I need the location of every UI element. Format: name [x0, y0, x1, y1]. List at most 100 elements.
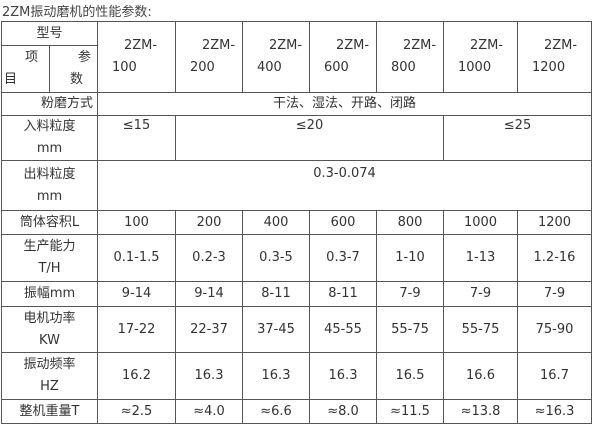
label-line: HZ [40, 379, 59, 394]
cell: ≤15 [97, 115, 176, 161]
cell: 7-9 [376, 281, 444, 307]
cell: ≈13.8 [443, 399, 518, 424]
table-row: 生产能力 T/H 0.1-1.5 0.2-3 0.3-5 0.3-7 1-10 1-13 1.2… [1, 234, 592, 282]
model-line: 2ZM- [269, 38, 303, 53]
model-line: 2ZM- [336, 38, 370, 53]
label-line: mm [36, 141, 63, 156]
cell: ≤25 [443, 115, 592, 161]
cell: 8-11 [242, 281, 310, 307]
label-line: KW [39, 332, 60, 348]
cell: ≈2.5 [97, 399, 176, 424]
cell: 0.1-1.5 [97, 234, 176, 282]
cell: 55-75 [376, 306, 444, 353]
model-header: 2ZM- 600 [309, 21, 377, 93]
cell: 0.3-7 [309, 234, 377, 282]
cell: ≈11.5 [376, 399, 444, 424]
cell: 1200 [517, 210, 592, 235]
cell: 800 [376, 210, 444, 235]
row-label: 整机重量T [1, 399, 98, 424]
label-line: 电机功率 [23, 310, 76, 326]
cell: ≈16.3 [517, 399, 592, 424]
model-header: 2ZM- 100 [97, 21, 176, 93]
cell: 600 [309, 210, 377, 235]
corner-text: 项 [24, 50, 38, 65]
cell: 100 [97, 210, 176, 235]
model-line: 600 [324, 60, 349, 75]
label-line: T/H [38, 261, 61, 276]
cell: 0.3-5 [242, 234, 310, 282]
label-line: 振动频率 [23, 357, 76, 372]
label-line: 生产能力 [23, 239, 76, 254]
cell: 1.2-16 [517, 234, 592, 282]
cell: 17-22 [97, 306, 176, 353]
cell: 16.3 [309, 352, 377, 400]
corner-text: 参 [77, 50, 91, 65]
cell: ≈4.0 [175, 399, 243, 424]
cell: 1000 [443, 210, 518, 235]
model-line: 1000 [458, 60, 492, 75]
cell: 37-45 [242, 306, 310, 353]
model-header: 2ZM- 400 [242, 21, 310, 93]
output-row: 出料粒度 mm 0.3-0.074 [1, 160, 592, 211]
model-line: 800 [391, 60, 416, 75]
table-row: 振动频率 HZ 16.2 16.3 16.3 16.3 16.5 16.6 16.7 [1, 352, 592, 400]
cell: 16.7 [517, 352, 592, 400]
cell: 1-13 [443, 234, 518, 282]
cell: 0.3-0.074 [97, 160, 592, 211]
cell: ≤20 [175, 115, 444, 161]
row-label: 出料粒度 mm [1, 160, 98, 211]
label-line: 整机重量T [19, 403, 80, 419]
model-header: 2ZM- 200 [175, 21, 243, 93]
cell: 9-14 [97, 281, 176, 307]
cell: 400 [242, 210, 310, 235]
model-header: 2ZM- 1200 [517, 21, 592, 93]
cell: 9-14 [175, 281, 243, 307]
model-header: 2ZM- 800 [376, 21, 444, 93]
corner-item-label: 项目 [1, 45, 50, 93]
feed-row: 入料粒度 mm ≤15 ≤20 ≤25 [1, 115, 592, 161]
row-label: 生产能力 T/H [1, 234, 98, 282]
table-row: 整机重量T ≈2.5 ≈4.0 ≈6.6 ≈8.0 ≈11.5 ≈13.8 ≈16.3 [1, 399, 592, 424]
model-line: 100 [112, 60, 137, 75]
corner-model-label: 型号 [1, 21, 98, 46]
table-title: 2ZM振动磨机的性能参数: [2, 5, 152, 20]
model-line: 2ZM- [544, 38, 578, 53]
cell: 16.3 [242, 352, 310, 400]
cell: 200 [175, 210, 243, 235]
cell: 22-37 [175, 306, 243, 353]
row-label: 电机功率 KW [1, 306, 98, 353]
header-row: 型号 2ZM- 100 2ZM- 200 2ZM- 400 2ZM- 600 2ZM- 8… [1, 21, 592, 93]
model-line: 200 [190, 60, 215, 75]
label-line: 出料粒度 [23, 166, 76, 182]
cell: 75-90 [517, 306, 592, 353]
table-row: 筒体容积L 100 200 400 600 800 1000 1200 [1, 210, 592, 235]
cell: 16.5 [376, 352, 444, 400]
cell: 16.3 [175, 352, 243, 400]
table-row: 电机功率 KW 17-22 22-37 37-45 45-55 55-75 55-75 75-9… [1, 306, 592, 353]
cell: ≈8.0 [309, 399, 377, 424]
cell: 1-10 [376, 234, 444, 282]
label-line: 筒体容积L [19, 214, 80, 230]
corner-param-label: 参数 [49, 45, 98, 93]
label-line: 入料粒度 [23, 119, 76, 134]
row-label: 振动频率 HZ [1, 352, 98, 400]
performance-table: 型号 2ZM- 100 2ZM- 200 2ZM- 400 2ZM- 600 2ZM- 8… [1, 21, 592, 424]
cell: 16.6 [443, 352, 518, 400]
row-label: 入料粒度 mm [1, 115, 98, 161]
cell: 55-75 [443, 306, 518, 353]
model-line: 1200 [532, 60, 566, 75]
grinding-row: 粉磨方式 干法、湿法、开路、闭路 [1, 92, 592, 116]
row-label: 振幅mm [1, 281, 98, 307]
model-header: 2ZM- 1000 [443, 21, 518, 93]
cell: 干法、湿法、开路、闭路 [97, 92, 592, 116]
row-label: 粉磨方式 [1, 92, 98, 116]
cell: 45-55 [309, 306, 377, 353]
model-line: 400 [257, 60, 282, 75]
model-line: 2ZM- [470, 38, 504, 53]
label-line: 振幅mm [23, 286, 76, 301]
cell: 8-11 [309, 281, 377, 307]
cell: 0.2-3 [175, 234, 243, 282]
cell: ≈6.6 [242, 399, 310, 424]
model-line: 2ZM- [403, 38, 437, 53]
model-line: 2ZM- [124, 38, 158, 53]
